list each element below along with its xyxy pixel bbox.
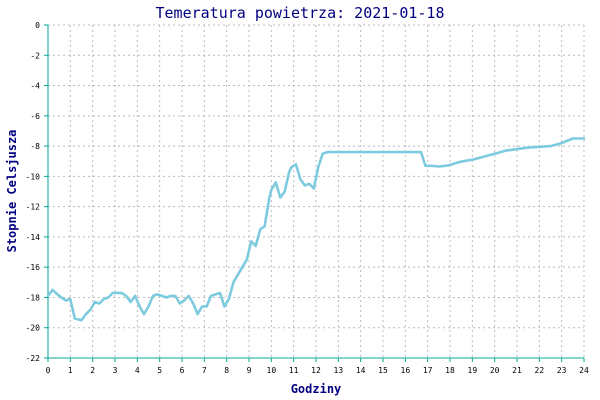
- x-tick-label-21: 21: [512, 366, 522, 375]
- x-tick-label-6: 6: [180, 366, 185, 375]
- x-tick-label-7: 7: [202, 366, 207, 375]
- x-tick-label-4: 4: [135, 366, 140, 375]
- y-tick-label--4: -4: [30, 82, 40, 91]
- y-tick-label--6: -6: [30, 112, 40, 121]
- grid: [48, 24, 585, 358]
- x-tick-label-2: 2: [90, 366, 95, 375]
- x-tick-label-14: 14: [356, 366, 366, 375]
- x-tick-label-23: 23: [557, 366, 567, 375]
- x-tick-label-1: 1: [68, 366, 73, 375]
- x-tick-label-13: 13: [334, 366, 344, 375]
- x-tick-label-17: 17: [423, 366, 433, 375]
- x-tick-label-9: 9: [247, 366, 252, 375]
- y-tick-label--22: -22: [26, 354, 41, 363]
- x-tick-label-19: 19: [468, 366, 478, 375]
- y-tick-label--12: -12: [26, 203, 41, 212]
- x-tick-label-22: 22: [535, 366, 545, 375]
- x-axis-ticks: 0 1 2 3 4 5 6 7 8 9 10 11 12 13 14 15 16 17 18 19 20 21 22 23 24: [46, 358, 589, 375]
- x-tick-label-8: 8: [224, 366, 229, 375]
- x-tick-label-18: 18: [445, 366, 455, 375]
- temperature-series-line: [46, 137, 586, 322]
- y-tick-label--14: -14: [26, 233, 41, 242]
- x-tick-label-0: 0: [46, 366, 51, 375]
- x-tick-label-11: 11: [289, 366, 299, 375]
- y-tick-label--2: -2: [30, 51, 40, 60]
- x-tick-label-5: 5: [157, 366, 162, 375]
- y-axis-ticks: 0 -2 -4 -6 -8 -10 -12 -14 -16 -18 -20 -22: [26, 21, 48, 363]
- x-tick-label-24: 24: [579, 366, 589, 375]
- y-tick-label--10: -10: [26, 172, 41, 181]
- x-tick-label-16: 16: [401, 366, 411, 375]
- y-tick-label--18: -18: [26, 293, 41, 302]
- chart-title: Temeratura powietrza: 2021-01-18: [156, 4, 445, 22]
- y-tick-label-0: 0: [35, 21, 40, 30]
- x-axis-label: Godziny: [291, 382, 342, 396]
- x-tick-label-20: 20: [490, 366, 500, 375]
- x-tick-label-3: 3: [113, 366, 118, 375]
- y-tick-label--8: -8: [30, 142, 40, 151]
- x-tick-label-15: 15: [378, 366, 388, 375]
- y-tick-label--16: -16: [26, 263, 41, 272]
- x-tick-label-10: 10: [267, 366, 277, 375]
- y-tick-label--20: -20: [26, 324, 41, 333]
- y-axis-label: Stopnie Celsjusza: [5, 130, 19, 253]
- x-tick-label-12: 12: [311, 366, 321, 375]
